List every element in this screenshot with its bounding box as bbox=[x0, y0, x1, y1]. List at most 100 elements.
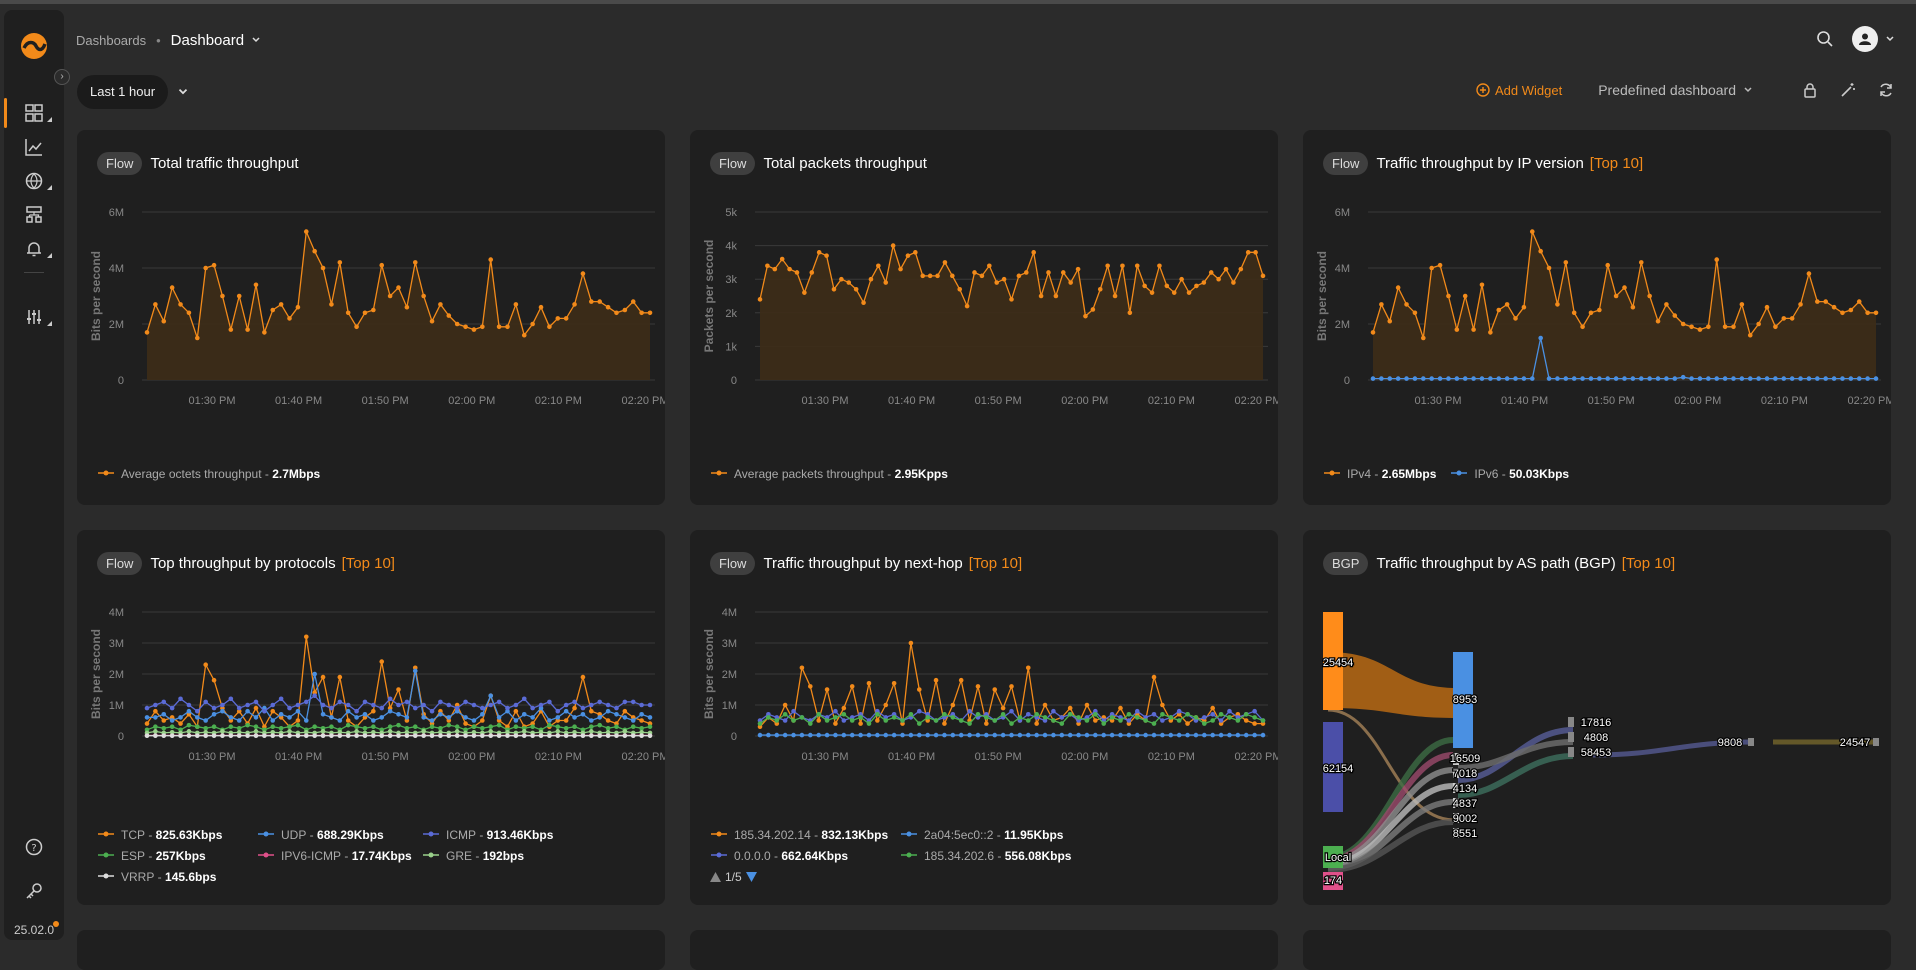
data-point bbox=[1588, 376, 1594, 381]
data-point bbox=[295, 718, 301, 723]
breadcrumb-current[interactable]: Dashboard bbox=[170, 31, 245, 49]
data-point bbox=[429, 708, 435, 714]
top10-label: [Top 10] bbox=[968, 555, 1023, 572]
data-point bbox=[916, 687, 922, 692]
topology-nav-button[interactable] bbox=[4, 200, 64, 230]
data-point bbox=[563, 733, 569, 738]
data-point bbox=[530, 705, 535, 711]
data-point bbox=[1706, 376, 1711, 381]
data-point bbox=[220, 702, 225, 708]
expand-sidebar-button[interactable]: › bbox=[54, 69, 70, 85]
data-point bbox=[1563, 376, 1569, 381]
data-point bbox=[987, 263, 992, 269]
legend-item[interactable]: UDP - 688.29Kbps bbox=[257, 828, 422, 842]
legend-item[interactable]: ICMP - 913.46Kbps bbox=[422, 828, 582, 842]
network-nav-button[interactable] bbox=[4, 166, 64, 196]
legend-item[interactable]: GRE - 192bps bbox=[422, 849, 582, 863]
search-icon[interactable] bbox=[1816, 30, 1834, 48]
legend-item[interactable]: VRRP - 145.6bps bbox=[97, 870, 257, 884]
data-point bbox=[1571, 376, 1577, 381]
avatar[interactable] bbox=[1852, 26, 1878, 52]
data-point bbox=[169, 729, 175, 735]
widget-ip-version: Flow Traffic throughput by IP version [Top… bbox=[1303, 130, 1891, 505]
legend-item[interactable]: 2a04:5ec0::2 - 11.95Kbps bbox=[900, 828, 1100, 842]
data-point bbox=[253, 715, 259, 720]
alerts-nav-button[interactable] bbox=[4, 234, 64, 264]
data-point bbox=[228, 696, 234, 702]
chevron-down-icon[interactable] bbox=[176, 85, 190, 99]
legend-item[interactable]: TCP - 825.63Kbps bbox=[97, 828, 257, 842]
data-point bbox=[630, 699, 636, 705]
sankey-label: 4134 bbox=[1453, 783, 1477, 795]
data-point bbox=[362, 699, 368, 705]
legend-marker bbox=[422, 849, 446, 863]
legend-item[interactable]: 0.0.0.0 - 662.64Kbps bbox=[710, 849, 900, 863]
data-point bbox=[1120, 263, 1125, 269]
predefined-dashboard-select[interactable]: Predefined dashboard bbox=[1598, 82, 1754, 98]
data-point bbox=[774, 718, 780, 723]
data-point bbox=[597, 715, 602, 720]
refresh-button[interactable] bbox=[1876, 80, 1896, 100]
update-dot-icon bbox=[53, 921, 59, 927]
data-point bbox=[337, 733, 343, 738]
add-widget-button[interactable]: Add Widget bbox=[1476, 83, 1562, 98]
data-point bbox=[329, 302, 334, 307]
data-point bbox=[849, 718, 855, 723]
data-point bbox=[1160, 712, 1165, 717]
user-menu[interactable] bbox=[1852, 26, 1896, 52]
settings-nav-button[interactable] bbox=[4, 302, 64, 332]
data-point bbox=[1622, 376, 1627, 381]
data-point bbox=[1202, 721, 1207, 726]
time-range-button[interactable]: Last 1 hour bbox=[77, 75, 169, 109]
data-point bbox=[362, 310, 368, 316]
data-point bbox=[875, 732, 880, 738]
data-point bbox=[1210, 718, 1215, 723]
triangle-up-icon[interactable] bbox=[710, 872, 721, 882]
data-point bbox=[1412, 376, 1418, 381]
legend-item[interactable]: Average octets throughput - 2.7Mbps bbox=[97, 467, 320, 481]
analytics-nav-button[interactable] bbox=[4, 132, 64, 162]
dashboards-nav-button[interactable] bbox=[4, 98, 64, 128]
data-point bbox=[905, 253, 911, 258]
data-point bbox=[505, 733, 510, 738]
data-point bbox=[513, 708, 519, 714]
breadcrumb-dashboards-link[interactable]: Dashboards bbox=[76, 32, 147, 48]
magic-wand-icon bbox=[1841, 83, 1855, 97]
lock-button[interactable] bbox=[1800, 80, 1820, 100]
help-button[interactable]: ? bbox=[4, 832, 64, 862]
data-point bbox=[1521, 304, 1527, 310]
legend-item[interactable]: 185.34.202.6 - 556.08Kbps bbox=[900, 849, 1100, 863]
x-tick-label: 02:00 PM bbox=[1061, 395, 1108, 407]
data-point bbox=[412, 260, 418, 265]
app-logo[interactable] bbox=[20, 32, 48, 60]
data-point bbox=[1151, 674, 1157, 680]
legend-item[interactable]: Average packets throughput - 2.95Kpps bbox=[710, 467, 948, 481]
data-point bbox=[220, 733, 225, 738]
data-point bbox=[1059, 732, 1065, 738]
legend-marker bbox=[257, 849, 281, 863]
data-point bbox=[1016, 273, 1022, 279]
y-tick-label: 2M bbox=[1335, 319, 1350, 331]
data-point bbox=[538, 702, 544, 708]
legend-item[interactable]: 185.34.202.14 - 832.13Kbps bbox=[710, 828, 900, 842]
data-point bbox=[1421, 335, 1426, 341]
chart-line-icon bbox=[25, 139, 42, 156]
data-point bbox=[1823, 376, 1828, 381]
magic-wand-button[interactable] bbox=[1838, 80, 1858, 100]
data-point bbox=[1555, 302, 1560, 307]
widget-title: Traffic throughput by next-hop bbox=[763, 555, 963, 572]
legend-item[interactable]: IPv4 - 2.65Mbps bbox=[1323, 467, 1436, 481]
api-keys-button[interactable] bbox=[4, 876, 64, 906]
data-point bbox=[371, 718, 376, 723]
data-point bbox=[521, 332, 527, 338]
data-point bbox=[1051, 718, 1056, 723]
triangle-down-icon[interactable] bbox=[745, 872, 757, 882]
legend-item[interactable]: ESP - 257Kbps bbox=[97, 849, 257, 863]
chevron-down-icon[interactable] bbox=[250, 34, 262, 46]
legend-item[interactable]: IPV6-ICMP - 17.74Kbps bbox=[257, 849, 422, 863]
data-point bbox=[1160, 702, 1165, 708]
data-point bbox=[589, 708, 594, 714]
data-point bbox=[1164, 283, 1170, 289]
globe-icon bbox=[25, 172, 43, 190]
legend-item[interactable]: IPv6 - 50.03Kbps bbox=[1450, 467, 1569, 481]
